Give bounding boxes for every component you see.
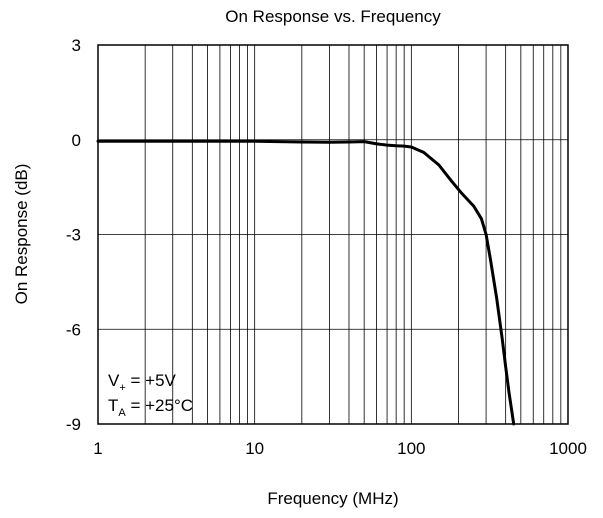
x-tick-label: 1 [93, 439, 102, 458]
y-tick-label: 3 [72, 36, 81, 55]
plot-frame [97, 44, 569, 425]
y-axis-label: On Response (dB) [12, 164, 31, 305]
y-tick-label: -3 [66, 226, 81, 245]
y-tick-label: -6 [66, 320, 81, 339]
y-tick-label: -9 [66, 415, 81, 434]
x-axis-ticks: 1 10 100 1000 [93, 439, 587, 458]
series-line [96, 139, 516, 426]
supply-voltage-annotation: V+ = +5V [108, 371, 177, 394]
x-axis-label: Frequency (MHz) [267, 489, 398, 508]
x-tick-label: 10 [245, 439, 264, 458]
y-tick-label: 0 [72, 131, 81, 150]
grid [98, 45, 568, 424]
x-tick-label: 1000 [549, 439, 587, 458]
y-axis-ticks: 3 0 -3 -6 -9 [66, 36, 81, 434]
chart-title: On Response vs. Frequency [225, 7, 441, 26]
x-tick-label: 100 [397, 439, 425, 458]
temperature-annotation: TA = +25°C [108, 396, 193, 419]
